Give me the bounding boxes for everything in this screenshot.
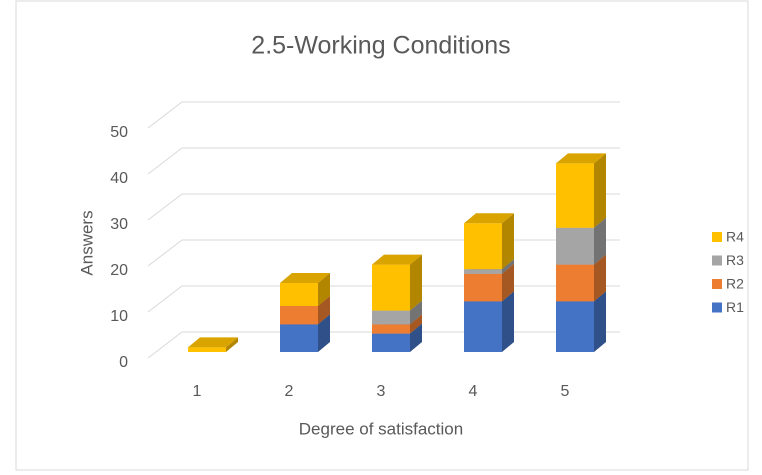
bar-front (188, 347, 226, 352)
grid-line (147, 101, 620, 129)
bar-side (594, 217, 606, 265)
legend-label: R2 (726, 276, 744, 292)
x-tick-label: 4 (469, 383, 478, 400)
legend-swatch (712, 255, 722, 266)
bar-front (372, 310, 410, 325)
x-tick-label: 1 (193, 383, 202, 400)
bar-front (372, 333, 410, 352)
bar-side (502, 213, 514, 270)
y-tick-label: 20 (110, 262, 128, 279)
chart-border (15, 0, 749, 471)
bar-front (464, 223, 502, 270)
bar-side (410, 300, 422, 325)
bar-side (502, 263, 514, 302)
legend-swatch (712, 302, 722, 313)
legend-label: R4 (726, 229, 744, 245)
y-tick-label: 40 (110, 170, 128, 187)
bar-front (280, 324, 318, 352)
bar-side (410, 323, 422, 352)
x-axis-title: Degree of satisfaction (299, 419, 463, 438)
x-tick-label: 3 (377, 383, 386, 400)
legend-swatch (712, 279, 722, 289)
chart-title: 2.5-Working Conditions (251, 32, 510, 60)
bar-front (556, 301, 594, 352)
bar-side (502, 291, 514, 352)
bar-side (318, 273, 330, 306)
y-tick-label: 10 (110, 308, 128, 325)
y-tick-label: 30 (110, 216, 128, 233)
y-axis-title: Answers (77, 210, 96, 275)
bar-side (410, 254, 422, 311)
bar-front (280, 306, 318, 325)
bar-side (502, 259, 514, 274)
bar-side (410, 314, 422, 334)
bar-side (318, 296, 330, 325)
bar-front (556, 264, 594, 302)
bar-side (594, 153, 606, 228)
bar-top (188, 337, 238, 348)
bar-front (464, 273, 502, 302)
bar-side (318, 314, 330, 352)
bar-side (226, 337, 238, 352)
bar-side (594, 254, 606, 302)
grid-line (147, 193, 620, 221)
bar-top (372, 254, 422, 265)
bar-top (464, 213, 514, 224)
bar-top (556, 153, 606, 164)
bar-front (372, 264, 410, 311)
bar-front (280, 283, 318, 306)
x-tick-label: 2 (285, 383, 294, 400)
legend-label: R1 (726, 299, 744, 315)
bar-front (464, 269, 502, 274)
grid-line (147, 147, 620, 175)
bar-front (464, 301, 502, 352)
y-tick-label: 50 (110, 124, 128, 141)
legend-swatch (712, 232, 722, 242)
legend-label: R3 (726, 252, 744, 268)
y-tick-label: 0 (119, 354, 128, 371)
bar-front (372, 324, 410, 334)
bar-top (280, 273, 330, 283)
bar-front (556, 227, 594, 265)
x-tick-label: 5 (561, 383, 570, 400)
bar-side (594, 291, 606, 352)
bar-front (556, 163, 594, 228)
